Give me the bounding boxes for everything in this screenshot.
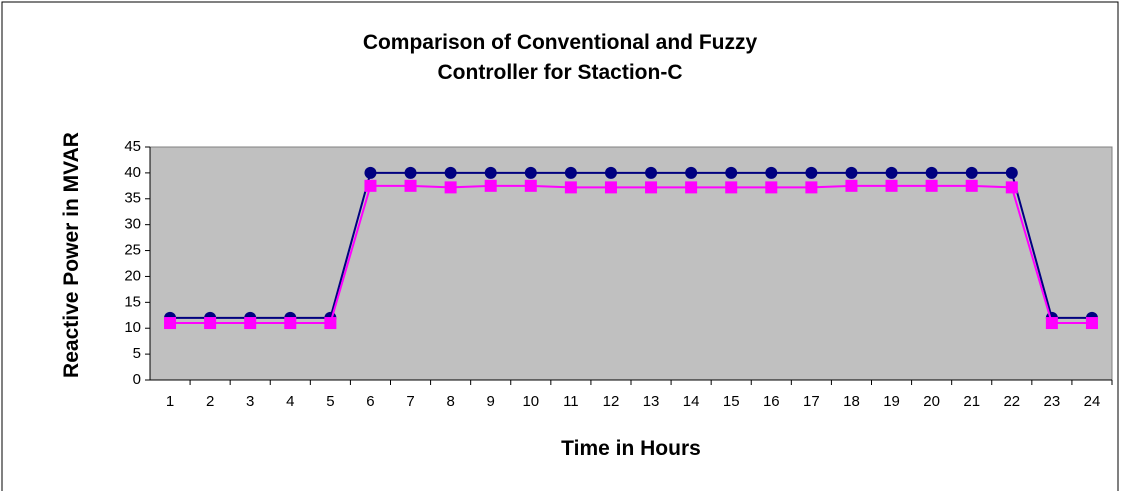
marker — [885, 179, 898, 192]
x-tick-label: 18 — [843, 393, 860, 410]
marker — [444, 181, 457, 194]
marker — [845, 179, 858, 192]
marker — [404, 179, 417, 192]
x-tick-label: 6 — [366, 393, 374, 410]
y-tick-label: 25 — [124, 242, 141, 259]
x-tick-label: 10 — [522, 393, 539, 410]
x-tick-label: 15 — [723, 393, 740, 410]
x-tick-label: 7 — [406, 393, 414, 410]
marker — [765, 166, 778, 179]
x-tick-label: 13 — [643, 393, 660, 410]
y-tick-label: 45 — [124, 138, 141, 155]
x-tick-label: 20 — [923, 393, 940, 410]
marker — [284, 317, 297, 330]
marker — [925, 166, 938, 179]
x-axis-label: Time in Hours — [561, 437, 701, 460]
series-line — [170, 184, 1092, 325]
x-tick-label: 21 — [963, 393, 980, 410]
marker — [604, 166, 617, 179]
marker — [564, 181, 577, 194]
marker — [364, 179, 377, 192]
y-tick-label: 0 — [133, 371, 141, 388]
marker — [805, 181, 818, 194]
marker — [1085, 317, 1098, 330]
x-tick-label: 3 — [246, 393, 254, 410]
marker — [1005, 166, 1018, 179]
marker — [725, 181, 738, 194]
x-tick-label: 14 — [683, 393, 700, 410]
marker — [484, 179, 497, 192]
marker — [645, 181, 658, 194]
marker — [604, 181, 617, 194]
marker — [965, 179, 978, 192]
x-tick-label: 17 — [803, 393, 820, 410]
x-tick-label: 19 — [883, 393, 900, 410]
y-tick-label: 10 — [124, 319, 141, 336]
marker — [524, 179, 537, 192]
marker — [204, 317, 217, 330]
x-tick-label: 23 — [1044, 393, 1061, 410]
x-tick-label: 9 — [487, 393, 495, 410]
y-axis-label: Reactive Power in MVAR — [60, 132, 83, 378]
x-tick-label: 1 — [166, 393, 174, 410]
y-tick-label: 40 — [124, 164, 141, 181]
y-tick-label: 15 — [124, 293, 141, 310]
marker — [164, 317, 177, 330]
marker — [685, 181, 698, 194]
marker — [725, 166, 738, 179]
marker — [444, 166, 457, 179]
x-tick-label: 11 — [563, 393, 579, 410]
x-tick-label: 5 — [326, 393, 334, 410]
x-tick-label: 2 — [206, 393, 214, 410]
marker — [765, 181, 778, 194]
marker — [925, 179, 938, 192]
marker — [564, 166, 577, 179]
series-line — [170, 171, 1092, 319]
marker — [645, 166, 658, 179]
x-tick-label: 16 — [763, 393, 780, 410]
chart-title: Comparison of Conventional and Fuzzy Con… — [362, 31, 758, 84]
marker — [244, 317, 257, 330]
x-tick-label: 24 — [1084, 393, 1101, 410]
marker — [1045, 317, 1058, 330]
marker — [965, 166, 978, 179]
x-tick-label: 8 — [446, 393, 454, 410]
x-tick-label: 12 — [603, 393, 620, 410]
marker — [1005, 181, 1018, 194]
y-tick-label: 20 — [124, 267, 141, 284]
y-tick-label: 30 — [124, 216, 141, 233]
x-tick-label: 22 — [1003, 393, 1020, 410]
marker — [805, 166, 818, 179]
marker — [484, 166, 497, 179]
marker — [324, 317, 337, 330]
y-tick-label: 5 — [133, 345, 141, 362]
marker — [685, 166, 698, 179]
marker — [404, 166, 417, 179]
x-tick-label: 4 — [286, 393, 294, 410]
marker — [364, 166, 377, 179]
marker — [885, 166, 898, 179]
marker — [845, 166, 858, 179]
y-tick-label: 35 — [124, 190, 141, 207]
marker — [524, 166, 537, 179]
